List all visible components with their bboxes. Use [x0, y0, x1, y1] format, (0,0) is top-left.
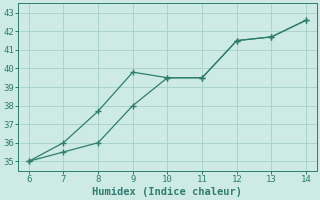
- X-axis label: Humidex (Indice chaleur): Humidex (Indice chaleur): [92, 186, 243, 197]
